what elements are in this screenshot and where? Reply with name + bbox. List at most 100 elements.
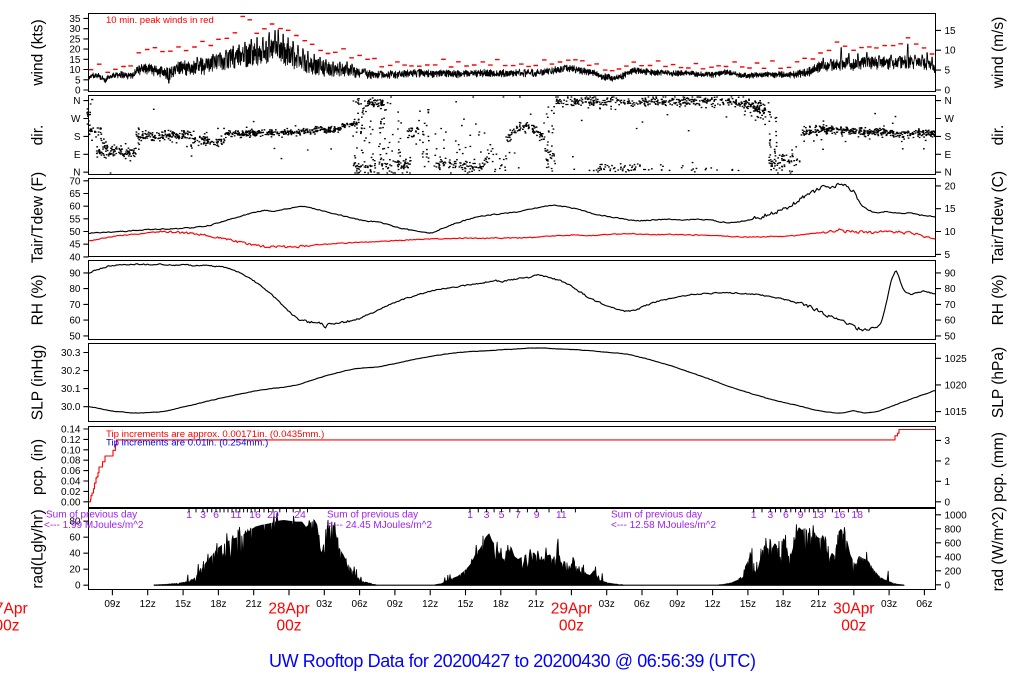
svg-text:1020: 1020 [945,380,968,391]
svg-text:<--- 24.45 MJoules/m^2: <--- 24.45 MJoules/m^2 [327,520,432,531]
svg-text:12z: 12z [422,599,438,610]
svg-text:9: 9 [534,509,540,521]
svg-text:13: 13 [812,509,824,521]
svg-text:0.14: 0.14 [61,425,81,436]
svg-text:20: 20 [69,45,81,56]
svg-text:N: N [73,96,80,107]
svg-text:90: 90 [945,268,957,279]
svg-text:65: 65 [69,189,81,200]
svg-text:dir.: dir. [990,125,1007,146]
svg-text:30.3: 30.3 [61,348,81,359]
svg-text:5: 5 [945,250,951,261]
svg-text:90: 90 [69,268,81,279]
svg-text:rad (W/m^2): rad (W/m^2) [990,507,1007,592]
svg-text:Tair/Tdew (C): Tair/Tdew (C) [990,171,1007,264]
svg-text:80: 80 [69,284,81,295]
svg-text:35: 35 [69,14,81,25]
svg-text:80: 80 [945,284,957,295]
svg-text:18z: 18z [210,599,226,610]
svg-text:N: N [945,96,952,107]
svg-text:30.0: 30.0 [61,402,81,413]
svg-text:20: 20 [267,509,279,521]
svg-text:Sum of previous day: Sum of previous day [327,510,418,521]
svg-text:24: 24 [294,509,306,521]
svg-text:N: N [945,168,952,179]
svg-text:60: 60 [69,202,81,213]
svg-text:SLP (hPa): SLP (hPa) [990,347,1007,418]
svg-text:1: 1 [751,509,757,521]
svg-text:Sum of previous day: Sum of previous day [611,510,702,521]
svg-text:9: 9 [798,509,804,521]
svg-text:RH (%): RH (%) [990,275,1007,326]
svg-text:UW Rooftop Data for 20200427: UW Rooftop Data for 20200427 to 20200430… [269,651,756,671]
svg-text:2: 2 [945,456,951,467]
svg-text:W: W [71,114,81,125]
svg-text:RH (%): RH (%) [30,275,47,326]
svg-text:18z: 18z [493,599,509,610]
svg-text:0.02: 0.02 [61,487,81,498]
svg-text:00z: 00z [841,618,866,635]
svg-text:20: 20 [69,565,81,576]
svg-text:Tair/Tdew (F): Tair/Tdew (F) [30,172,47,263]
svg-text:70: 70 [945,300,957,311]
svg-text:10: 10 [69,65,81,76]
svg-text:80: 80 [69,517,81,528]
svg-text:28Apr: 28Apr [268,601,309,618]
svg-text:<--- 1.99 MJoules/m^2: <--- 1.99 MJoules/m^2 [44,520,144,531]
svg-text:06z: 06z [916,599,932,610]
svg-text:Tip increments are 0.01in. (0.: Tip increments are 0.01in. (0.254mm.) [106,438,268,449]
svg-text:16: 16 [249,509,261,521]
svg-text:25: 25 [69,34,81,45]
svg-text:10: 10 [945,46,957,57]
svg-text:06z: 06z [352,599,368,610]
svg-text:00z: 00z [277,618,302,635]
svg-text:50: 50 [69,331,81,342]
svg-text:30.2: 30.2 [61,366,81,377]
svg-text:50: 50 [69,227,81,238]
svg-text:21z: 21z [528,599,544,610]
svg-text:0.10: 0.10 [61,445,81,456]
svg-text:20: 20 [945,181,957,192]
svg-text:0.04: 0.04 [61,477,81,488]
svg-text:12z: 12z [705,599,721,610]
svg-text:S: S [74,132,81,143]
svg-text:wind (kts): wind (kts) [30,19,47,86]
svg-text:N: N [73,168,80,179]
svg-text:pcp. (in): pcp. (in) [30,439,47,495]
svg-text:SLP (inHg): SLP (inHg) [30,345,47,421]
svg-text:60: 60 [69,533,81,544]
svg-text:29Apr: 29Apr [551,601,592,618]
svg-text:40: 40 [69,549,81,560]
svg-text:5: 5 [499,509,505,521]
svg-text:15z: 15z [740,599,756,610]
svg-text:800: 800 [945,524,962,535]
svg-text:15: 15 [69,55,81,66]
svg-text:pcp. (mm): pcp. (mm) [990,432,1007,502]
svg-text:1025: 1025 [945,354,968,365]
svg-text:<--- 12.58 MJoules/m^2: <--- 12.58 MJoules/m^2 [611,520,716,531]
svg-text:600: 600 [945,538,962,549]
svg-text:09z: 09z [387,599,403,610]
svg-text:wind (m/s): wind (m/s) [990,17,1007,89]
svg-text:0.06: 0.06 [61,466,81,477]
svg-text:03z: 03z [881,599,897,610]
svg-text:W: W [945,114,955,125]
svg-text:55: 55 [69,214,81,225]
svg-text:3: 3 [767,509,773,521]
svg-text:dir.: dir. [30,125,47,146]
svg-text:0.08: 0.08 [61,456,81,467]
svg-text:30Apr: 30Apr [833,601,874,618]
svg-text:3: 3 [200,509,206,521]
svg-text:09z: 09z [669,599,685,610]
svg-text:60: 60 [945,316,957,327]
svg-text:0: 0 [945,497,951,508]
svg-text:6: 6 [783,509,789,521]
svg-text:0.00: 0.00 [61,497,81,508]
svg-text:15z: 15z [175,599,191,610]
svg-text:rad(Lgly/hr): rad(Lgly/hr) [30,509,47,588]
svg-text:30.1: 30.1 [61,384,81,395]
svg-text:60: 60 [69,316,81,327]
svg-text:E: E [945,150,952,161]
svg-text:S: S [945,132,952,143]
svg-text:12z: 12z [140,599,156,610]
